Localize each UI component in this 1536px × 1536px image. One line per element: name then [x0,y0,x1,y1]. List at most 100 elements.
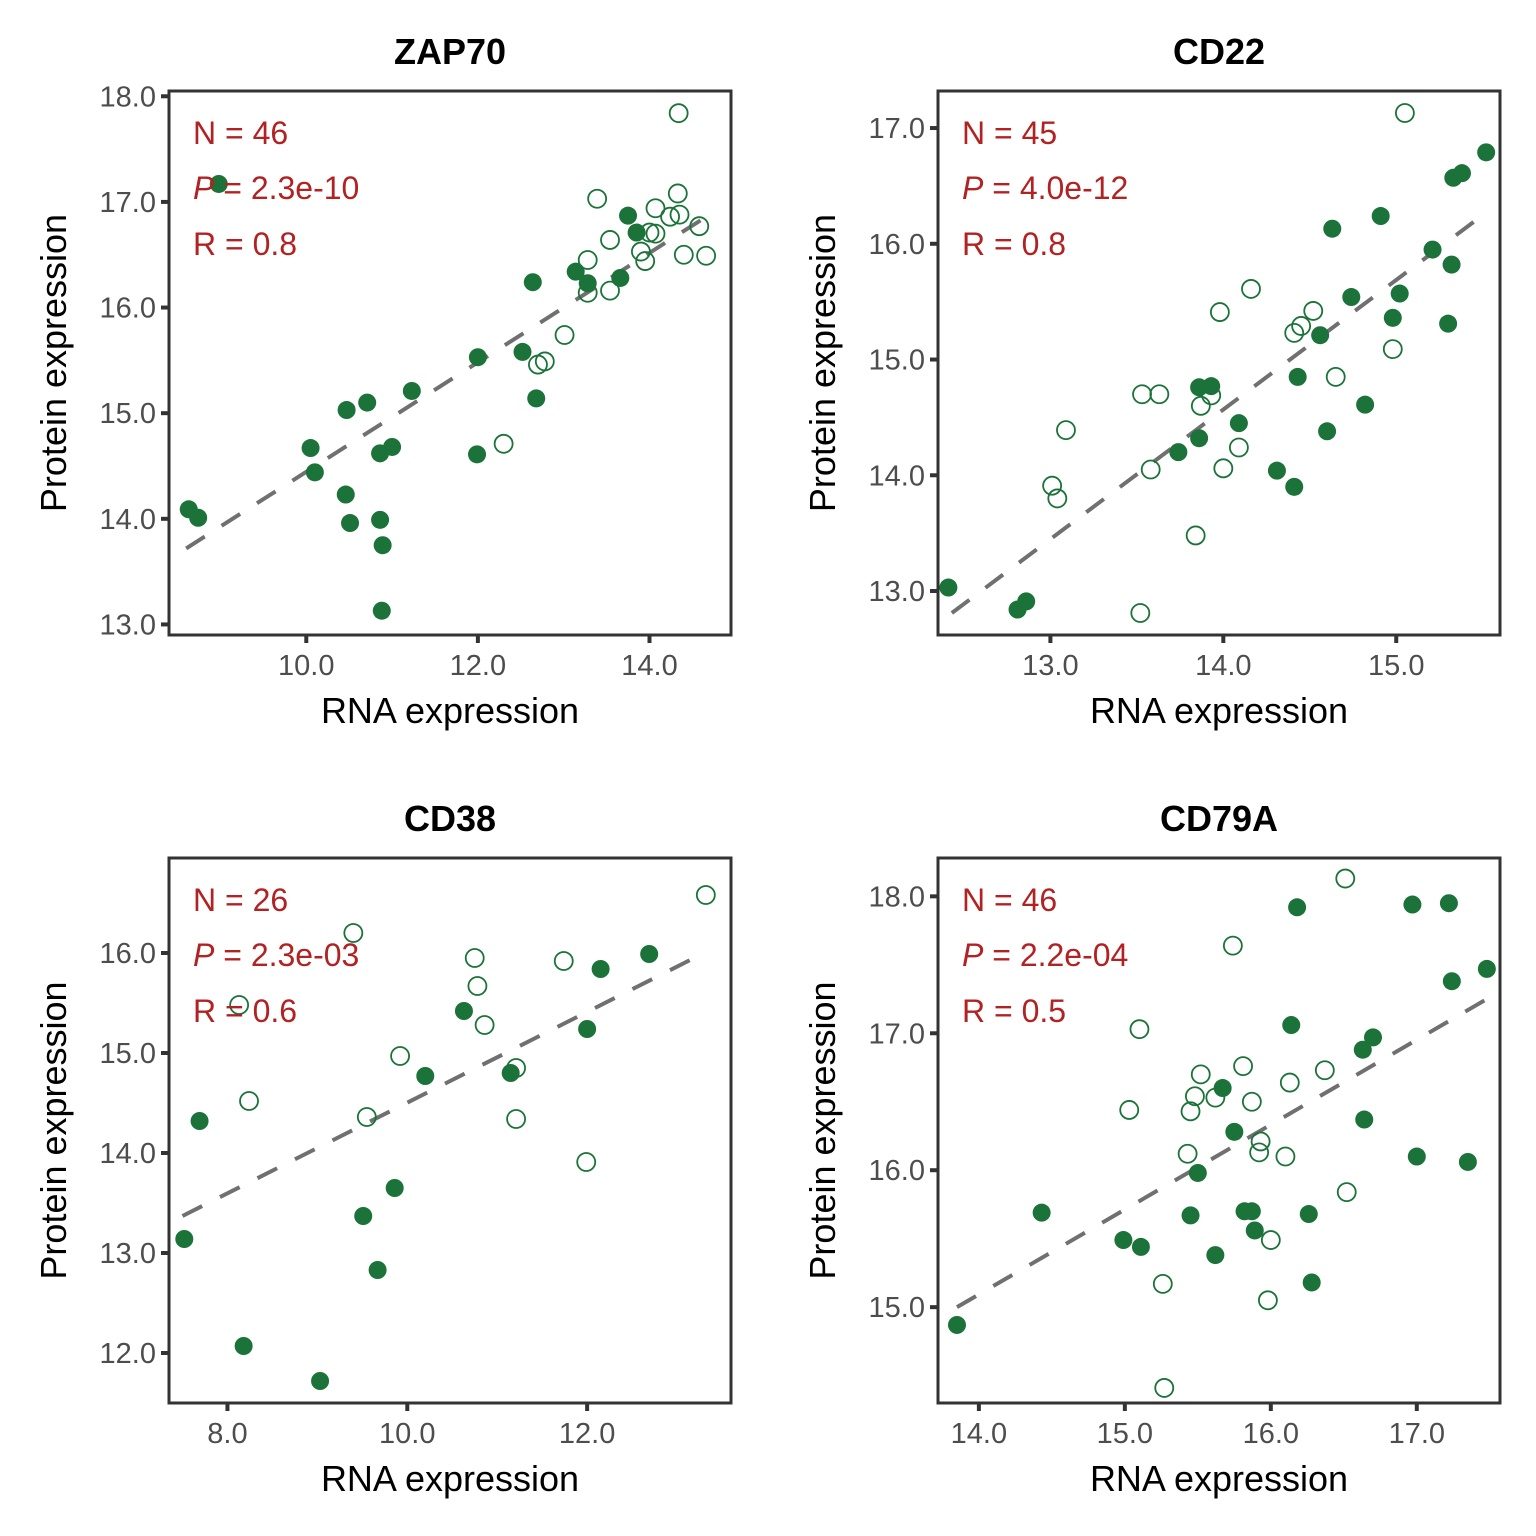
data-point-open [1119,1100,1140,1120]
y-tick-label: 17.0 [100,187,156,219]
data-point-filled [1356,395,1375,414]
plot-frame [936,856,1502,1405]
data-point-filled [1403,895,1422,914]
data-point-filled [939,578,958,597]
y-tick-label: 17.0 [869,1018,925,1050]
data-point-open [493,433,514,454]
data-point-open [577,282,598,303]
data-point-filled [416,1067,435,1085]
panel-title: CD79A [1160,798,1278,839]
x-tick-label: 15.0 [1097,1418,1153,1450]
data-point-filled [578,1020,597,1038]
data-point-filled [523,273,542,292]
data-point-filled [373,536,392,555]
data-point-open [1201,385,1222,406]
y-tick-label: 18.0 [869,881,925,913]
data-point-filled [383,437,402,456]
stat-r: R = 0.5 [962,993,1066,1029]
panel-title: CD22 [1173,31,1265,72]
x-tick-label: 12.0 [559,1418,615,1450]
panel-cd79a: CD79A 14.0 15.0 16.0 17.0 15.0 16.0 17.0 18.0 RNA… [802,798,1502,1499]
data-point-filled [1181,1206,1200,1225]
y-tick-label: 15.0 [100,1038,156,1070]
x-axis-title: RNA expression [321,690,579,731]
y-tick-label: 15.0 [869,1292,925,1324]
data-point-filled [1371,207,1390,226]
x-tick-label: 10.0 [379,1418,435,1450]
y-tick-label: 16.0 [100,938,156,970]
stat-p: P = 2.2e-04 [962,937,1128,973]
data-point-open [467,976,488,996]
data-point-open [1154,1378,1175,1398]
data-point-filled [1188,1163,1207,1182]
panel-title: ZAP70 [394,31,506,72]
x-tick-label: 8.0 [207,1418,247,1450]
data-point-filled [1477,959,1496,978]
data-point-filled [527,389,546,408]
data-point-filled [1477,143,1496,162]
stat-p-label: P [193,937,215,973]
stat-p: P = 2.3e-10 [193,170,359,206]
y-tick-label: 14.0 [100,1138,156,1170]
stat-p-label: P [962,170,984,206]
stat-n: N = 46 [962,882,1057,918]
data-point-open [1335,868,1356,889]
y-tick-label: 16.0 [869,229,925,261]
y-tick-label: 13.0 [100,1238,156,1270]
data-point-open [1152,1273,1173,1294]
data-point-filled [1442,972,1461,991]
data-point-filled [591,960,610,978]
data-point-filled [358,393,377,412]
x-axis-title: RNA expression [1090,1458,1348,1499]
stat-p-value: = 2.3e-10 [214,170,359,206]
data-point-open [239,1091,259,1111]
data-point-filled [1439,314,1458,333]
y-axis-title: Protein expression [33,981,74,1279]
y-tick-label: 15.0 [869,345,925,377]
data-point-filled [337,401,356,420]
data-point-open [635,251,656,271]
data-point-open [464,948,485,968]
data-point-open [1140,459,1161,480]
stat-n: N = 46 [193,115,288,151]
data-point-open [553,951,574,971]
data-point-open [1042,475,1063,496]
stat-n: N = 26 [193,882,288,918]
x-tick-label: 10.0 [278,650,334,682]
data-point-filled [468,348,487,367]
plot-area [175,885,716,1390]
data-point-open [1241,279,1261,299]
data-point-open [1177,1143,1198,1164]
data-point-filled [1342,288,1361,307]
data-point-filled [301,439,320,458]
data-point-open [600,230,620,250]
x-tick-label: 17.0 [1389,1418,1445,1450]
data-point-filled [1452,164,1471,183]
data-point-open [1260,1230,1281,1250]
data-point-open [1056,420,1076,441]
y-tick-label: 14.0 [869,460,925,492]
data-point-filled [402,381,421,400]
data-point-open [343,923,364,943]
stat-r: R = 0.8 [962,226,1066,262]
data-point-filled [1131,1237,1150,1256]
data-point-open [1213,458,1234,479]
data-point-filled [385,1179,404,1197]
data-point-filled [189,508,208,527]
panel-cd22: CD22 13.0 14.0 15.0 13.0 14.0 15.0 16.0 17.0 RNA … [802,31,1502,731]
regression-fit-line [955,997,1488,1309]
stat-p-value: = 2.2e-04 [983,937,1128,973]
data-point-open [356,1107,377,1127]
data-point-open [1314,1060,1335,1081]
y-tick-label: 13.0 [100,609,156,641]
data-point-open [1284,323,1305,343]
data-point-open [1303,301,1324,321]
stat-r: R = 0.6 [193,993,297,1029]
data-point-filled [566,262,585,281]
regression-fit-line [181,951,705,1218]
data-point-open [639,222,660,243]
data-point-filled [1213,1079,1232,1098]
data-point-filled [372,601,391,620]
data-point-open [1149,384,1170,405]
